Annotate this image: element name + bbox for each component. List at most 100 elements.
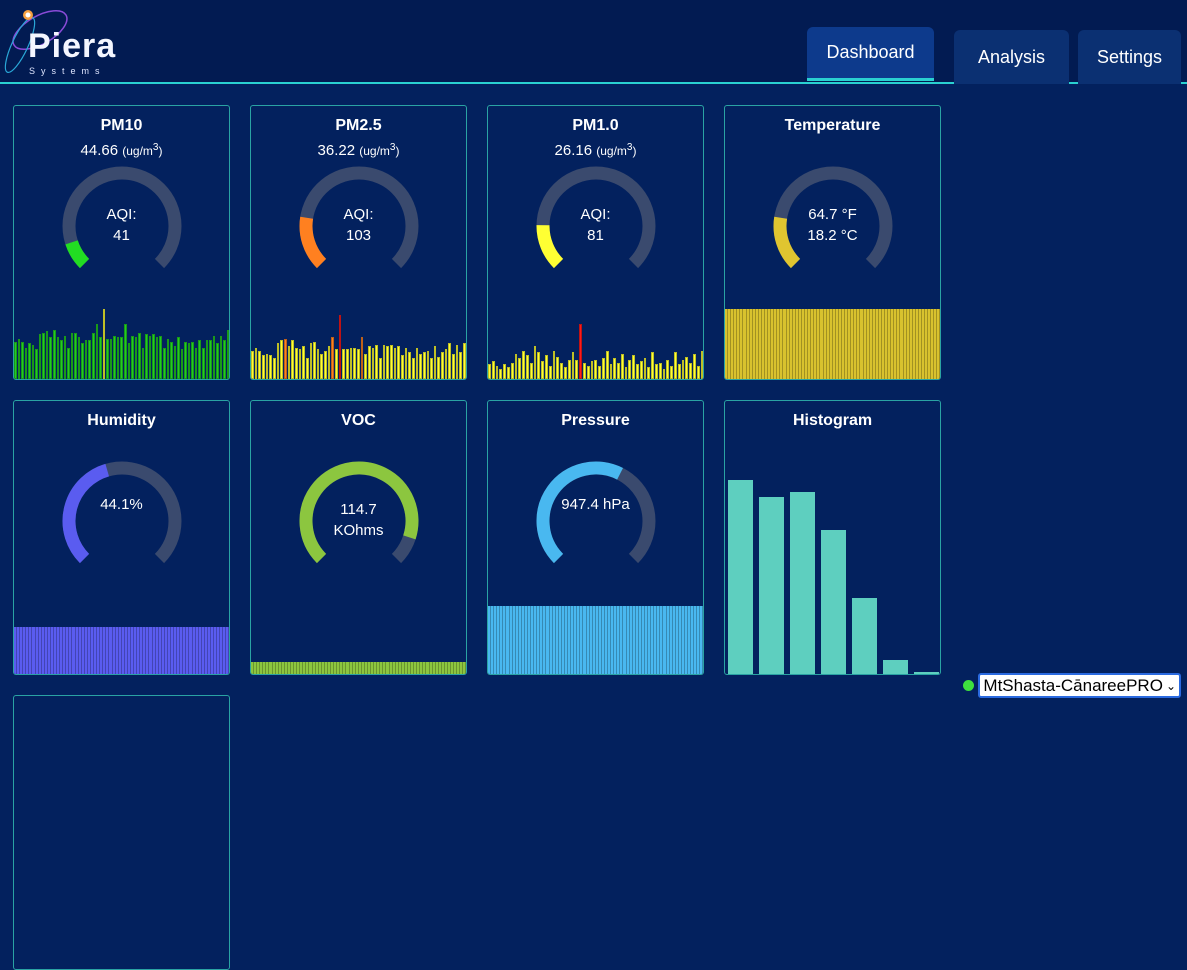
tab-settings[interactable]: Settings — [1078, 30, 1181, 84]
spark-bar — [768, 309, 772, 379]
gauge-label: 41 — [113, 227, 130, 244]
spark-bar — [894, 309, 898, 379]
gauge-fill — [65, 240, 90, 269]
spark-bar — [579, 323, 582, 379]
spark-bar — [137, 627, 141, 674]
spark-bar — [426, 350, 430, 379]
card-title: Histogram — [792, 412, 873, 429]
gauge-label: 103 — [345, 227, 372, 244]
spark-bar — [186, 627, 190, 674]
spark-bar — [795, 309, 799, 379]
spark-bar — [63, 627, 67, 674]
spark-bar — [604, 606, 609, 674]
spark-bar — [651, 352, 655, 379]
spark-bar — [820, 309, 824, 379]
spark-bar — [509, 606, 513, 674]
spark-bar — [161, 627, 165, 674]
spark-bar — [302, 346, 305, 379]
gauge — [62, 461, 182, 564]
spark-bar — [525, 355, 529, 379]
sparkline-chart — [488, 606, 703, 674]
spark-bar — [697, 606, 701, 674]
spark-bar — [433, 346, 437, 379]
spark-bar — [140, 627, 144, 674]
spark-bar — [269, 662, 273, 674]
spark-bar — [617, 362, 620, 379]
spark-bar — [216, 343, 219, 379]
spark-bar — [120, 337, 123, 379]
spark-bar — [934, 309, 938, 379]
spark-bar — [145, 334, 148, 379]
spark-bar — [170, 341, 173, 379]
gauge-label: 947.4 hPa — [561, 496, 630, 513]
spark-bar — [648, 606, 652, 674]
card-humidity: Humidity 44.1% — [13, 400, 230, 675]
spark-bar — [675, 606, 679, 674]
spark-bar — [251, 662, 255, 674]
spark-bar — [541, 361, 544, 379]
spark-bar — [95, 323, 99, 379]
spark-bar — [457, 662, 461, 674]
spark-bar — [522, 350, 525, 379]
gauge — [62, 166, 182, 269]
spark-bar — [349, 347, 353, 379]
spark-bar — [734, 309, 738, 379]
spark-bar — [700, 606, 703, 674]
card-pm25: PM2.5 36.22 (ug/m3) AQI: 103 — [250, 105, 467, 380]
spark-bar — [74, 332, 77, 379]
spark-bar — [691, 606, 695, 674]
spark-bar — [226, 627, 229, 674]
spark-bar — [638, 606, 642, 674]
spark-bar — [303, 662, 307, 674]
gauge — [773, 166, 893, 269]
spark-bar — [130, 627, 135, 674]
spark-bar — [393, 347, 397, 379]
spark-bar — [53, 329, 56, 379]
spark-bar — [783, 309, 787, 379]
spark-bar — [533, 346, 537, 379]
spark-bar — [353, 347, 357, 379]
spark-bar — [909, 309, 913, 379]
spark-bar — [192, 627, 196, 674]
tab-analysis[interactable]: Analysis — [954, 30, 1069, 84]
spark-bar — [298, 349, 302, 379]
spark-bar — [324, 350, 327, 379]
spark-bar — [17, 338, 21, 379]
spark-bar — [63, 335, 67, 379]
spark-bar — [297, 662, 301, 674]
spark-bar — [45, 331, 49, 379]
spark-bar — [575, 359, 579, 379]
spark-bar — [204, 627, 208, 674]
spark-bar — [583, 606, 587, 674]
spark-bar — [444, 662, 448, 674]
spark-bar — [316, 349, 320, 379]
spark-bar — [392, 662, 396, 674]
spark-bar — [678, 606, 682, 674]
spark-bar — [786, 309, 790, 379]
tab-dashboard[interactable]: Dashboard — [807, 27, 934, 81]
device-select[interactable]: MtShasta-CānareePRO ⌄ — [978, 673, 1181, 698]
spark-bar — [115, 627, 119, 674]
spark-bar — [103, 627, 107, 674]
spark-bar — [173, 346, 177, 379]
spark-bar — [500, 606, 504, 674]
spark-bar — [506, 367, 510, 379]
gauge-label: 64.7 °F — [808, 206, 857, 223]
spark-bar — [364, 662, 368, 674]
spark-bar — [217, 627, 221, 674]
spark-bar — [69, 627, 73, 674]
spark-bar — [460, 662, 464, 674]
spark-bar — [792, 309, 796, 379]
spark-bar — [928, 309, 932, 379]
sparkline-chart — [725, 309, 940, 379]
spark-bar — [608, 606, 612, 674]
spark-bar — [56, 337, 60, 379]
spark-bar — [672, 606, 676, 674]
spark-bar — [398, 662, 402, 674]
spark-bar — [931, 309, 935, 379]
spark-bar — [143, 627, 147, 674]
spark-bar — [674, 352, 677, 379]
spark-bar — [94, 627, 98, 674]
spark-bar — [609, 364, 613, 379]
spark-bar — [14, 341, 17, 379]
